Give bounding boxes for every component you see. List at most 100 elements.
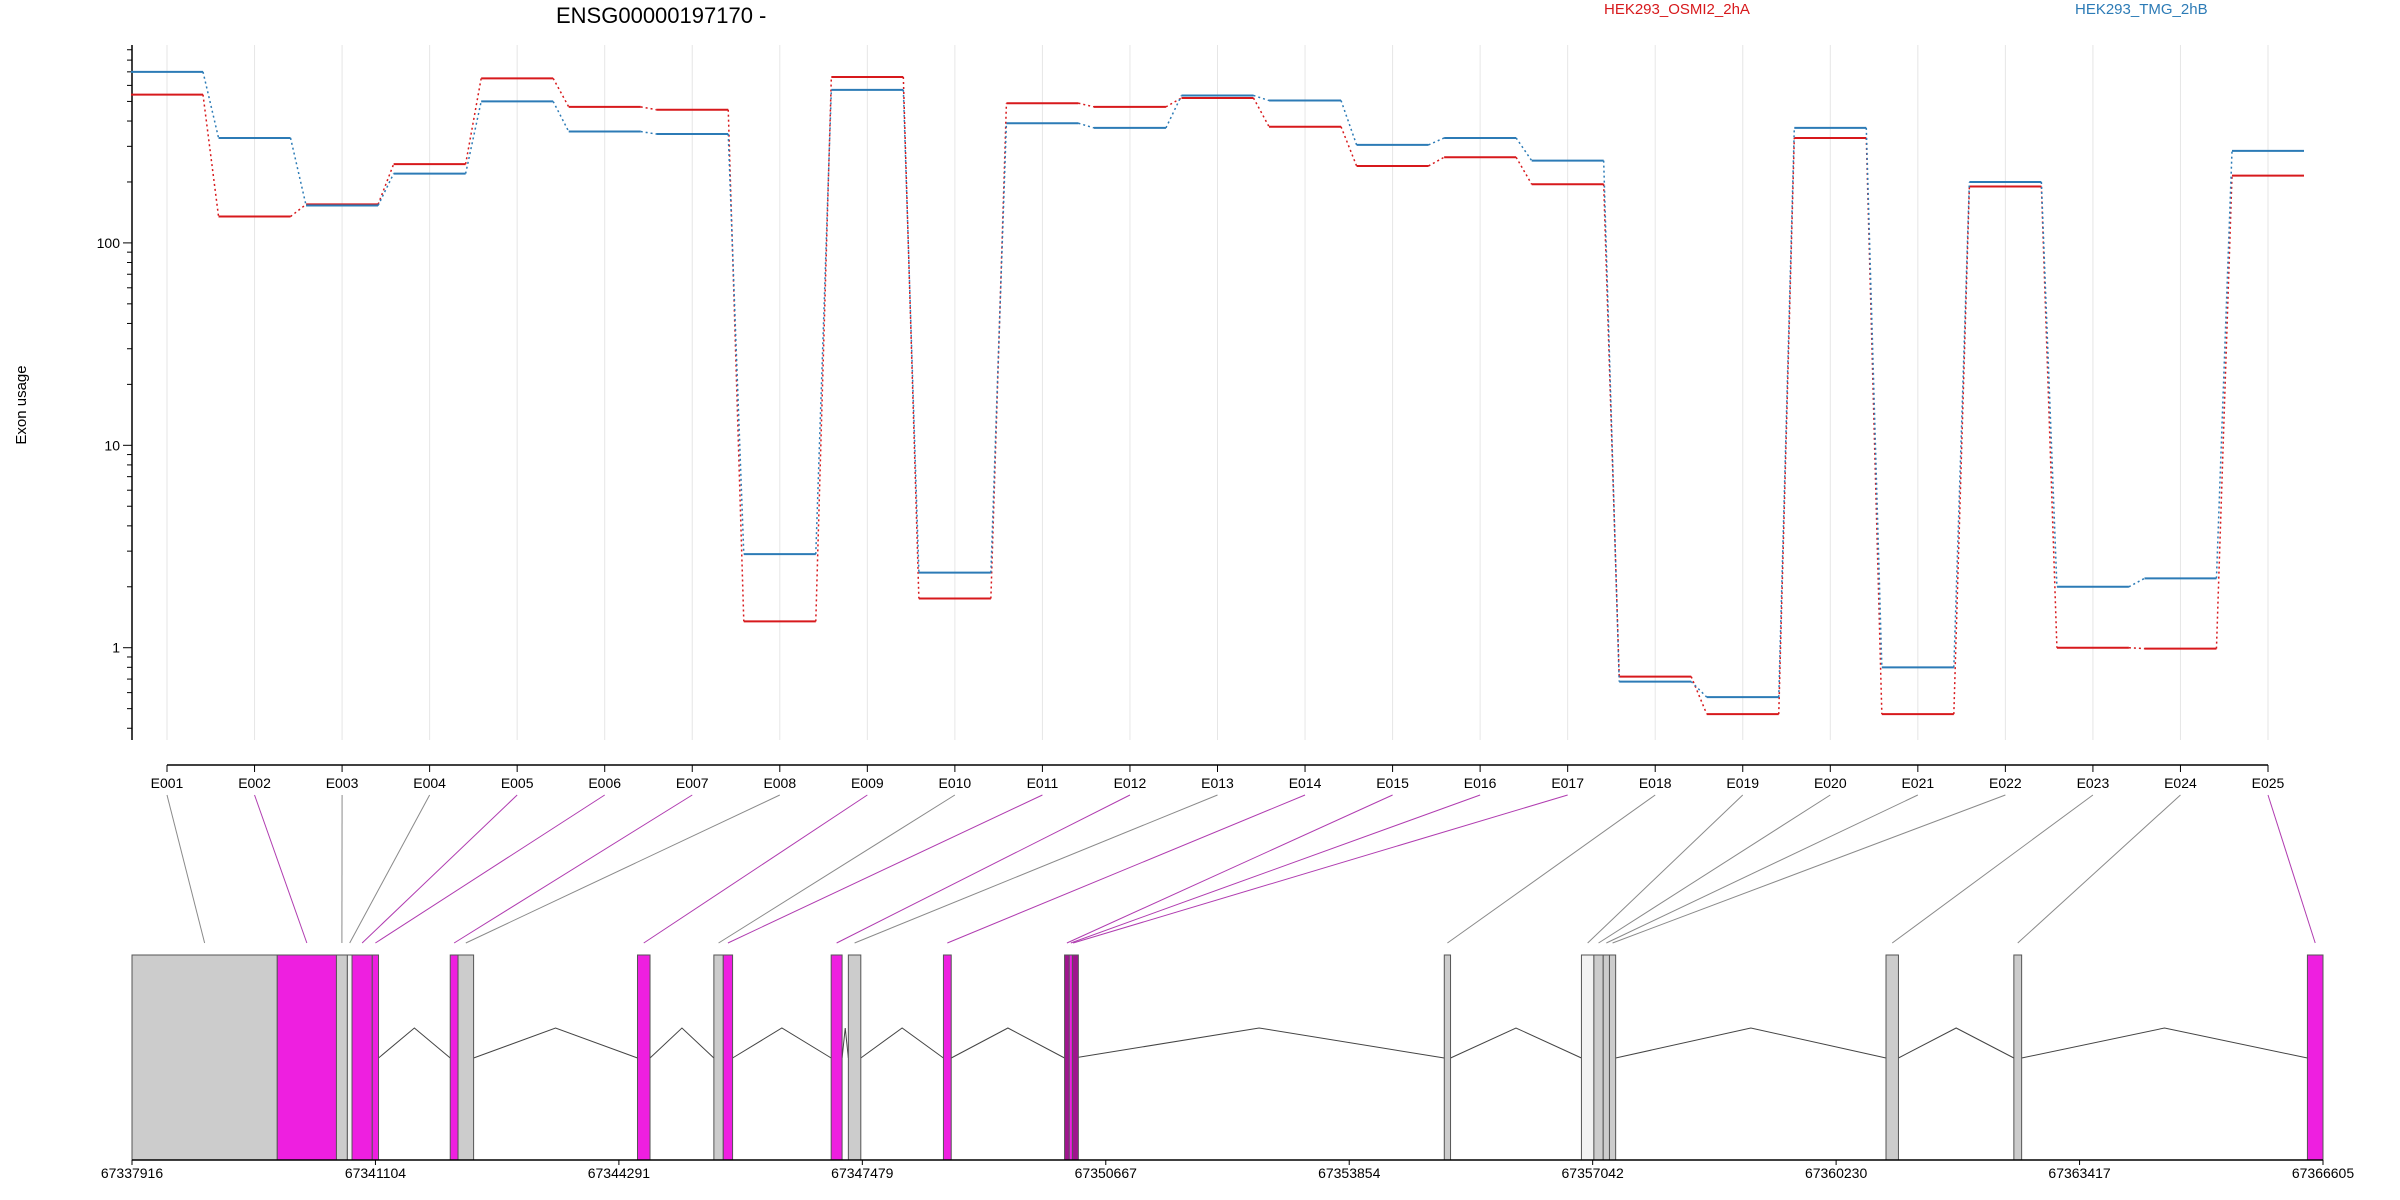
series-connector [902,76,920,599]
series-connector [1865,127,1883,668]
exon-block-e009 [636,954,651,1161]
series-connector [1253,94,1270,102]
exon-label-e023: E023 [2077,775,2110,791]
intron-line [860,1027,944,1059]
exon-block-e022 [1608,954,1617,1161]
series-connector [1078,122,1095,129]
connector-e011 [727,794,1043,944]
exon-block-e002 [276,954,337,1161]
series-connector [1515,156,1533,185]
exon-label-e011: E011 [1027,775,1059,791]
coord-label: 67347479 [831,1165,894,1181]
exon-block-e019 [1580,954,1595,1161]
gene-model [131,954,2324,1161]
connector-e012 [836,794,1131,944]
series-connector [1340,100,1358,146]
exon-block-e021 [1602,954,1610,1161]
exon-block-e013 [847,954,862,1161]
series-connector [1340,126,1358,167]
series-connector [640,106,657,111]
exon-label-e002: E002 [238,775,271,791]
exon-block-e025 [2306,954,2324,1161]
intron-line [1073,1027,1445,1059]
y-tick-label: 10 [104,437,120,453]
y-tick-label: 1 [112,640,120,656]
grid-lines [166,45,2269,740]
coord-label: 67360230 [1805,1165,1868,1181]
series-connector [377,173,395,206]
exon-block-e006 [371,954,380,1161]
intron-line [1450,1027,1582,1059]
exon-block-e014 [942,954,952,1161]
connector-e019 [1587,794,1744,944]
exon-label-e001: E001 [151,775,184,791]
coord-label: 67366605 [2292,1165,2355,1181]
series-connector [1428,137,1445,146]
exon-label-e017: E017 [1551,775,1584,791]
exon-block-e010 [713,954,724,1161]
exon-label-e004: E004 [413,775,446,791]
exon-label-e010: E010 [939,775,972,791]
coord-label: 67337916 [101,1165,164,1181]
connector-e021 [1606,794,1919,944]
series-connector [1252,97,1270,128]
exon-label-e015: E015 [1376,775,1409,791]
exon-block-e005 [351,954,373,1161]
series-connector [1778,137,1796,715]
exon-block-e017 [1071,954,1079,1161]
exon-label-e003: E003 [326,775,359,791]
exon-label-e024: E024 [2164,775,2197,791]
exon-label-e008: E008 [763,775,796,791]
series-b [131,70,2304,699]
coord-label: 67344291 [588,1165,651,1181]
connector-e023 [1891,794,2094,944]
series-connector [1428,156,1445,167]
coord-label: 67353854 [1318,1165,1381,1181]
exon-connectors [166,794,2316,944]
exon-label-e020: E020 [1814,775,1847,791]
series-connector [902,89,920,573]
series-connector [640,130,657,135]
coord-label: 67350667 [1075,1165,1138,1181]
series-connector [1515,137,1533,162]
series-connector [1690,681,1708,698]
series-connector [1602,160,1620,682]
series-connector [377,163,395,205]
exon-label-e006: E006 [588,775,621,791]
intron-line [841,1027,849,1059]
series-connector [1165,95,1183,129]
series-connector [2215,175,2233,649]
connector-e004 [349,794,431,944]
exon-block-e008 [457,954,475,1161]
exon-block-e003 [335,954,348,1161]
series-connector [289,137,307,206]
series-connector [1602,184,1620,677]
series-connector [464,78,482,165]
series-a [131,76,2304,716]
connector-e001 [166,794,206,944]
connector-e009 [643,794,868,944]
exon-label-e019: E019 [1726,775,1759,791]
y-axis-label: Exon usage [13,365,30,444]
connector-e020 [1598,794,1831,944]
chart-title: ENSG00000197170 - [556,3,766,28]
exon-label-e018: E018 [1639,775,1672,791]
exon-label-e012: E012 [1114,775,1147,791]
intron-line [378,1027,451,1059]
series-connector [552,77,570,108]
exon-block-e001 [131,954,278,1161]
intron-line [2021,1027,2308,1059]
series-connector [202,71,220,139]
connector-e017 [1073,794,1568,944]
connector-e013 [854,794,1218,944]
series-connector [2040,186,2058,648]
connector-e022 [1612,794,2006,944]
connector-e015 [1066,794,1393,944]
series-layer [131,70,2304,716]
exon-label-e021: E021 [1901,775,1934,791]
legend-series-b: HEK293_TMG_2hB [2075,1,2208,18]
connector-e024 [2017,794,2181,944]
connector-e018 [1447,794,1656,944]
series-connector [290,203,307,218]
